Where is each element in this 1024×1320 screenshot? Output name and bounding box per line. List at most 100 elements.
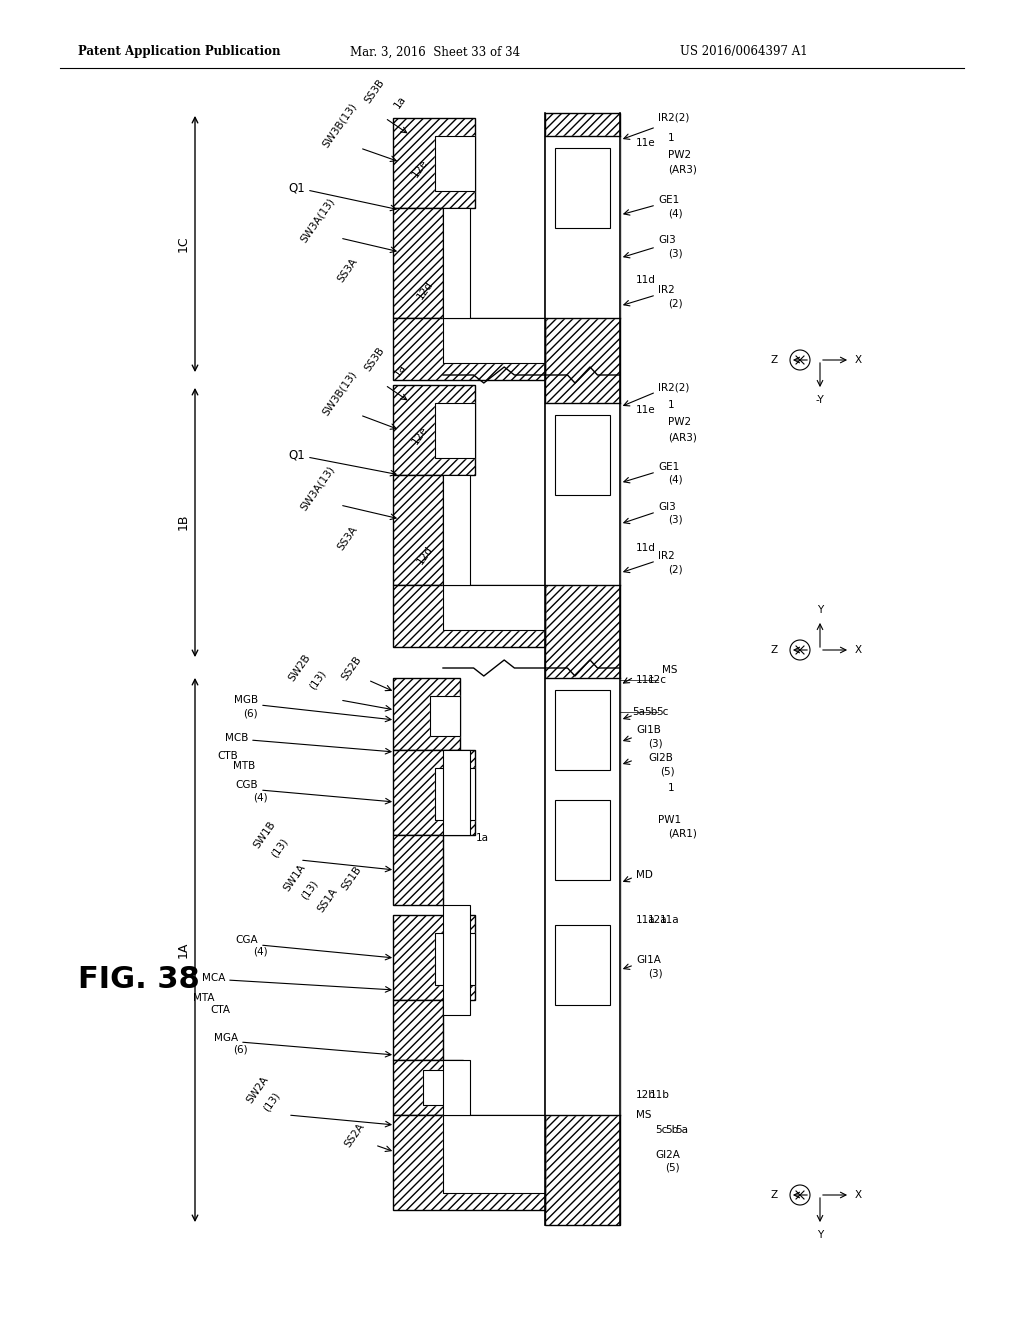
Text: Q1: Q1 xyxy=(288,449,305,462)
Bar xyxy=(393,585,545,647)
Bar xyxy=(393,318,545,380)
Text: PW1: PW1 xyxy=(658,814,681,825)
Text: MCA: MCA xyxy=(202,973,225,983)
Text: IR2: IR2 xyxy=(658,550,675,561)
Text: 5a: 5a xyxy=(675,1125,688,1135)
Text: (3): (3) xyxy=(648,738,663,748)
Text: 12e: 12e xyxy=(410,424,429,446)
Text: (13): (13) xyxy=(269,837,290,859)
Text: SS2A: SS2A xyxy=(343,1121,367,1148)
Bar xyxy=(393,385,475,475)
Text: (AR3): (AR3) xyxy=(668,432,697,442)
Text: MGA: MGA xyxy=(214,1034,238,1043)
Text: (6): (6) xyxy=(244,708,258,718)
Text: 12c: 12c xyxy=(648,675,667,685)
Text: GI3: GI3 xyxy=(658,502,676,512)
Text: (5): (5) xyxy=(665,1163,680,1173)
Text: IR2(2): IR2(2) xyxy=(658,114,689,123)
Text: MS: MS xyxy=(636,1110,651,1119)
Text: (13): (13) xyxy=(300,878,321,902)
Text: SW3B(13): SW3B(13) xyxy=(322,368,359,417)
Text: 1: 1 xyxy=(668,783,675,793)
Bar xyxy=(393,117,475,209)
Bar xyxy=(555,690,610,770)
Text: SW2B: SW2B xyxy=(287,652,313,684)
Text: MTA: MTA xyxy=(194,993,215,1003)
Text: 1a: 1a xyxy=(392,94,408,110)
Bar xyxy=(435,403,475,458)
Bar xyxy=(443,585,545,630)
Text: SW1B: SW1B xyxy=(252,820,278,850)
Text: 12e: 12e xyxy=(410,157,429,180)
Text: 11b: 11b xyxy=(650,1090,670,1100)
Bar xyxy=(393,678,460,750)
Text: 5a: 5a xyxy=(632,708,645,717)
Text: Z: Z xyxy=(771,355,778,366)
Text: 1B: 1B xyxy=(176,513,189,531)
Text: X: X xyxy=(855,1191,862,1200)
Text: MS: MS xyxy=(662,665,678,675)
Bar xyxy=(423,1071,463,1105)
Bar xyxy=(393,209,443,318)
Text: GI1A: GI1A xyxy=(636,954,660,965)
Bar xyxy=(430,696,460,737)
Text: 12d: 12d xyxy=(415,544,434,566)
Text: (13): (13) xyxy=(262,1090,283,1114)
Text: MGB: MGB xyxy=(233,696,258,705)
Text: SW1A: SW1A xyxy=(283,862,308,894)
Text: Patent Application Publication: Patent Application Publication xyxy=(78,45,281,58)
Text: 1: 1 xyxy=(668,133,675,143)
Text: (4): (4) xyxy=(668,209,683,218)
Text: SS3A: SS3A xyxy=(336,524,359,552)
Bar xyxy=(393,836,443,906)
Text: 5c: 5c xyxy=(655,1125,668,1135)
Text: (4): (4) xyxy=(253,793,268,803)
Bar xyxy=(443,318,545,363)
Text: Y: Y xyxy=(817,1230,823,1239)
Bar xyxy=(393,1001,443,1060)
Text: IR2(2): IR2(2) xyxy=(658,381,689,392)
Text: (6): (6) xyxy=(233,1045,248,1055)
Bar xyxy=(443,318,545,363)
Text: CGB: CGB xyxy=(236,780,258,789)
Bar xyxy=(393,915,475,1001)
Text: 12b: 12b xyxy=(636,1090,656,1100)
Text: (AR1): (AR1) xyxy=(668,828,697,838)
Text: 11c: 11c xyxy=(636,675,655,685)
Text: MCB: MCB xyxy=(224,733,248,743)
Text: X: X xyxy=(855,355,862,366)
Bar xyxy=(393,1115,545,1210)
Text: US 2016/0064397 A1: US 2016/0064397 A1 xyxy=(680,45,808,58)
Text: 5b: 5b xyxy=(665,1125,678,1135)
Bar xyxy=(443,475,470,585)
Text: 11e: 11e xyxy=(636,139,655,148)
Bar xyxy=(393,1060,463,1115)
Text: 1a: 1a xyxy=(475,833,488,843)
Text: (4): (4) xyxy=(253,946,268,957)
Text: SW3B(13): SW3B(13) xyxy=(322,100,359,149)
Text: 11a: 11a xyxy=(660,915,680,925)
Text: PW2: PW2 xyxy=(668,150,691,160)
Bar xyxy=(435,136,475,191)
Text: CGA: CGA xyxy=(236,935,258,945)
Bar xyxy=(545,403,620,585)
Text: 1C: 1C xyxy=(176,236,189,252)
Bar xyxy=(435,933,475,985)
Bar xyxy=(555,148,610,228)
Text: 5c: 5c xyxy=(656,708,669,717)
Text: CTB: CTB xyxy=(217,751,238,762)
Text: 11d: 11d xyxy=(636,275,656,285)
Text: (2): (2) xyxy=(668,564,683,574)
Bar xyxy=(435,403,475,458)
Text: MTB: MTB xyxy=(232,762,255,771)
Bar xyxy=(393,475,443,585)
Bar xyxy=(443,906,470,1015)
Text: 11a: 11a xyxy=(636,915,655,925)
Text: (5): (5) xyxy=(660,766,675,776)
Bar xyxy=(423,1071,463,1105)
Text: SS1B: SS1B xyxy=(340,865,364,892)
Bar xyxy=(435,768,475,820)
Bar xyxy=(435,136,475,191)
Text: Q1: Q1 xyxy=(288,181,305,194)
Text: SS1A: SS1A xyxy=(316,886,340,913)
